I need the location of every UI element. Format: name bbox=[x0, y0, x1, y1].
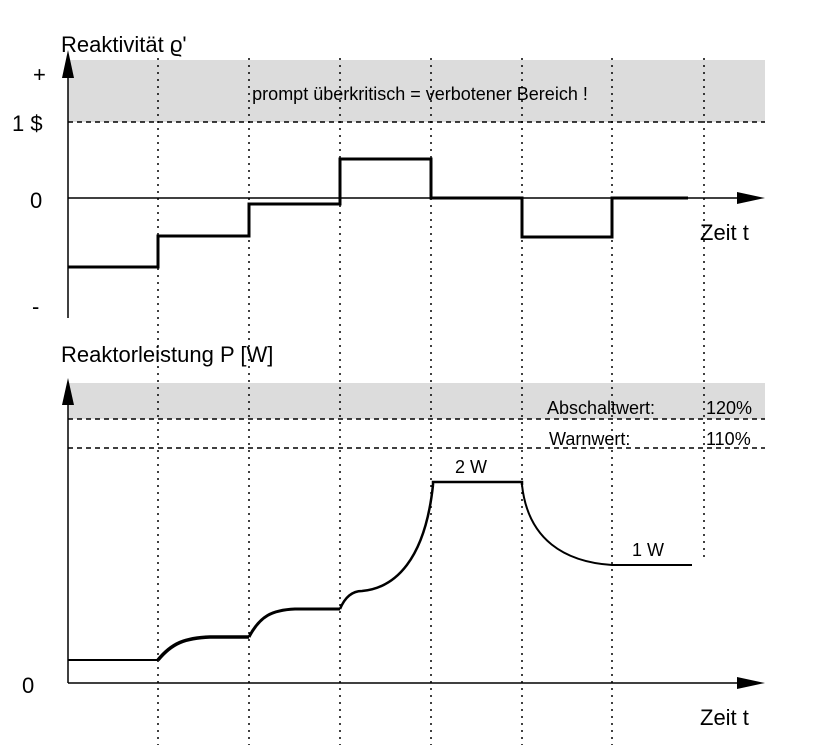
power-x-arrow bbox=[737, 677, 765, 689]
power-curve-plateau bbox=[431, 480, 524, 485]
shutdown-label: Abschaltwert: bbox=[547, 398, 655, 418]
reactivity-y-arrow bbox=[62, 50, 74, 78]
power-curve-step2 bbox=[247, 607, 340, 638]
power-y-arrow bbox=[62, 378, 74, 405]
power-axis-title: Reaktorleistung P [W] bbox=[61, 342, 273, 367]
tick-zero-top: 0 bbox=[30, 188, 42, 213]
reactivity-axis-title: Reaktivität ϱ' bbox=[61, 32, 187, 57]
reactivity-curve bbox=[68, 157, 688, 269]
power-curve-decay bbox=[521, 484, 692, 566]
time-markers bbox=[157, 58, 705, 745]
tick-one-dollar: 1 $ bbox=[12, 111, 43, 136]
time-label-bottom: Zeit t bbox=[700, 705, 749, 730]
forbidden-zone bbox=[68, 60, 765, 122]
time-label-top: Zeit t bbox=[700, 220, 749, 245]
forbidden-zone-label: prompt überkritisch = verbotener Bereich… bbox=[252, 84, 588, 104]
shutdown-value: 120% bbox=[706, 398, 752, 418]
warning-value: 110% bbox=[706, 429, 751, 449]
power-curve-step3 bbox=[338, 484, 435, 610]
final-power-label: 1 W bbox=[632, 540, 664, 560]
reactivity-x-arrow bbox=[737, 192, 765, 204]
tick-zero-bottom: 0 bbox=[22, 673, 34, 698]
peak-power-label: 2 W bbox=[455, 457, 487, 477]
warning-label: Warnwert: bbox=[549, 429, 630, 449]
tick-minus: - bbox=[32, 294, 39, 319]
power-curve-step1 bbox=[156, 635, 249, 662]
tick-plus: + bbox=[33, 62, 46, 87]
shutdown-zone bbox=[68, 383, 765, 419]
